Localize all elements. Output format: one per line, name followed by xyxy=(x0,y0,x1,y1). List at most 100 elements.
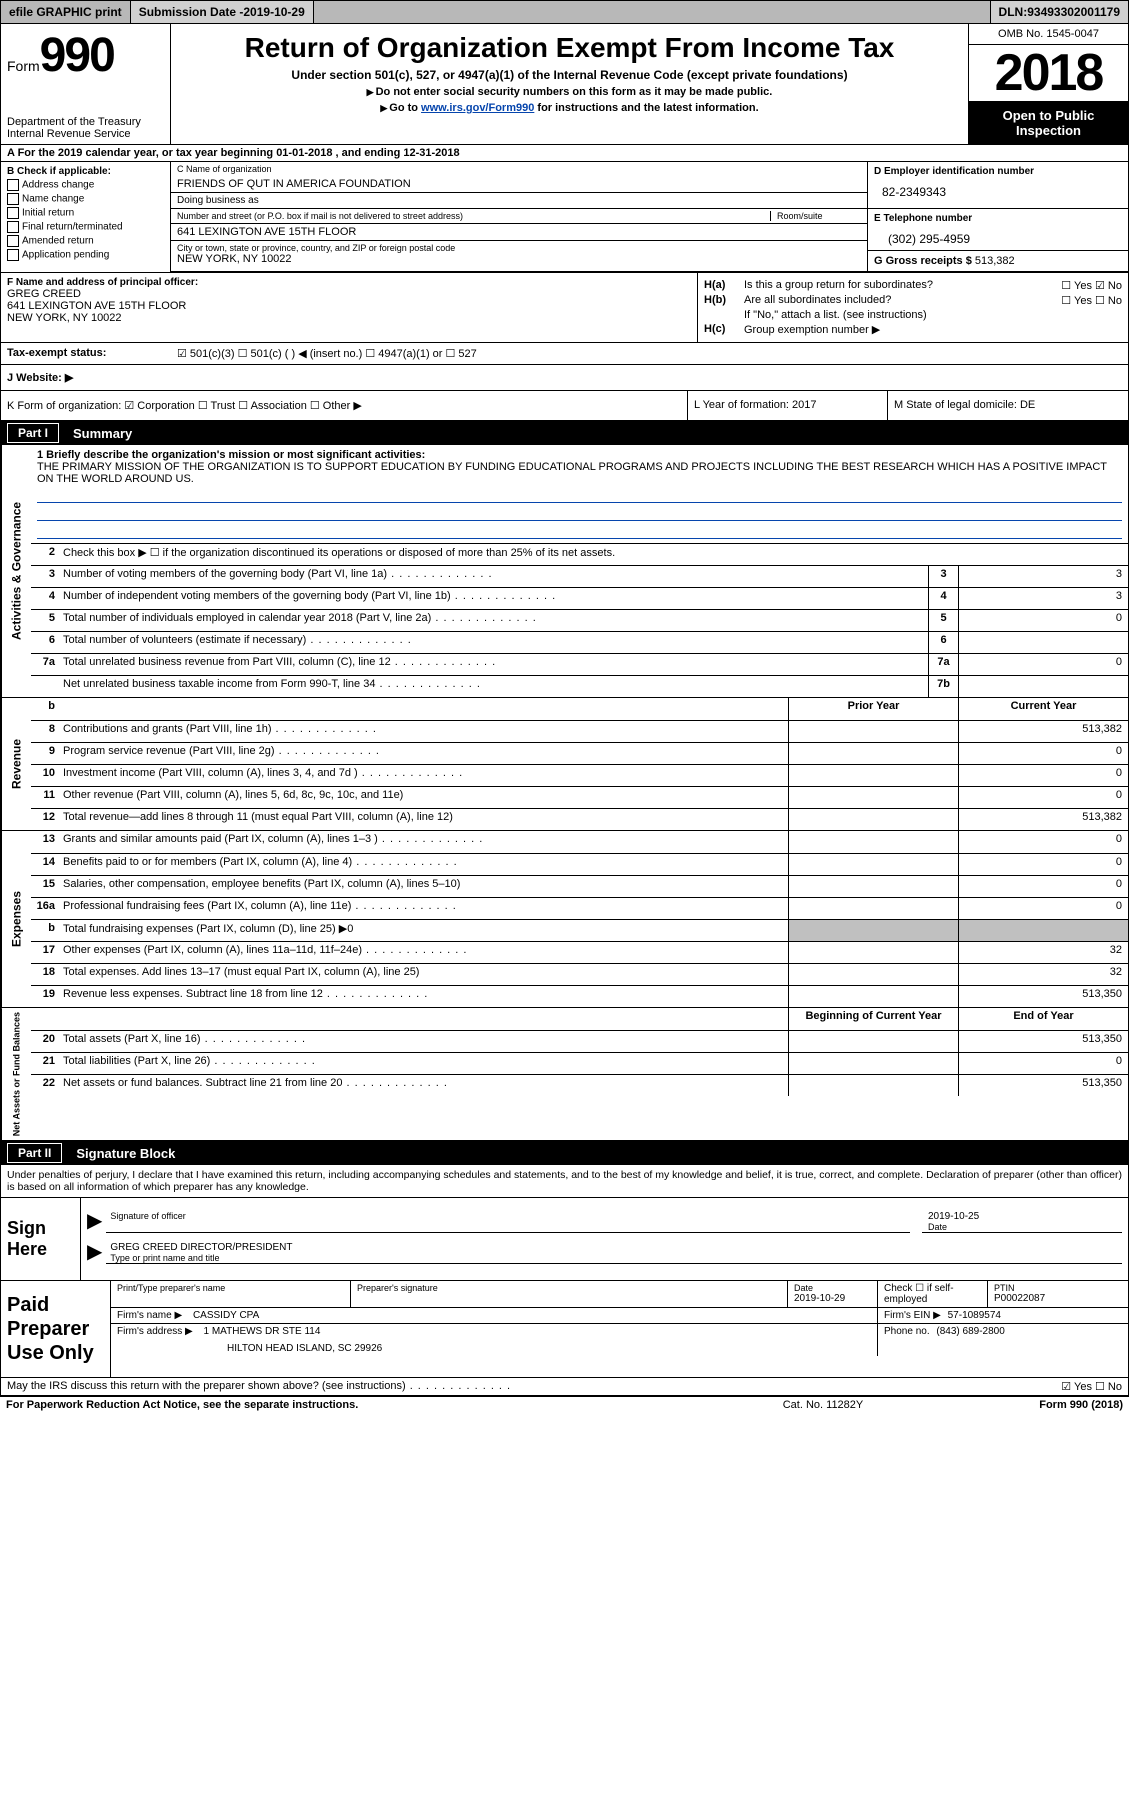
ck-name-change[interactable]: Name change xyxy=(7,193,164,205)
form-title: Return of Organization Exempt From Incom… xyxy=(179,32,960,64)
signature-field[interactable]: Signature of officer xyxy=(106,1211,910,1233)
beg-val xyxy=(788,1031,958,1052)
signature-date-label: Date xyxy=(928,1222,1122,1232)
row-val: 3 xyxy=(958,588,1128,609)
rev-rows: b Prior Year Current Year 8 Contribution… xyxy=(31,698,1128,830)
firm-addr: 1 MATHEWS DR STE 114 xyxy=(204,1326,321,1337)
row-desc: Number of independent voting members of … xyxy=(59,588,928,609)
goto-post: for instructions and the latest informat… xyxy=(534,102,758,114)
row-desc: Other expenses (Part IX, column (A), lin… xyxy=(59,942,788,963)
officer-addr2: NEW YORK, NY 10022 xyxy=(7,312,691,324)
end-val: 513,350 xyxy=(958,1031,1128,1052)
firm-ein-cell: Firm's EIN ▶ 57-1089574 xyxy=(878,1308,1128,1323)
footer-mid: Cat. No. 11282Y xyxy=(723,1399,923,1411)
prior-val xyxy=(788,831,958,853)
row-a-text: A For the 2019 calendar year, or tax yea… xyxy=(7,147,460,159)
mission-text: THE PRIMARY MISSION OF THE ORGANIZATION … xyxy=(37,461,1122,485)
prior-val xyxy=(788,876,958,897)
mission-line xyxy=(37,487,1122,503)
row-num: 18 xyxy=(31,964,59,985)
row-16b: b Total fundraising expenses (Part IX, c… xyxy=(31,919,1128,941)
firm-ein-label: Firm's EIN ▶ xyxy=(884,1310,941,1321)
efile-print-button[interactable]: efile GRAPHIC print xyxy=(1,1,131,23)
open-line1: Open to Public xyxy=(973,108,1124,123)
prep-t1: Paid xyxy=(7,1293,104,1317)
city-label: City or town, state or province, country… xyxy=(177,243,861,253)
prep-date-label: Date xyxy=(794,1283,871,1293)
row-10: 10 Investment income (Part VIII, column … xyxy=(31,764,1128,786)
cd-mid: Number and street (or P.O. box if mail i… xyxy=(171,209,1128,272)
prep-t3: Use Only xyxy=(7,1341,104,1365)
curr-val: 0 xyxy=(958,743,1128,764)
ha-yn[interactable]: ☐ Yes ☑ No xyxy=(1002,279,1122,292)
street-value: 641 LEXINGTON AVE 15TH FLOOR xyxy=(171,224,867,240)
form-word: Form xyxy=(7,58,40,74)
firm-phone: (843) 689-2800 xyxy=(936,1326,1004,1337)
form-number: Form990 xyxy=(7,28,164,83)
hc-label: Group exemption number ▶ xyxy=(744,323,1122,336)
discuss-answer[interactable]: ☑ Yes ☐ No xyxy=(962,1380,1122,1393)
footer-right: Form Form 990 (2018)990 (2018) xyxy=(923,1399,1123,1411)
tax-exempt-opts[interactable]: ☑ 501(c)(3) ☐ 501(c) ( ) ◀ (insert no.) … xyxy=(177,347,477,360)
col-h-group: H(a) Is this a group return for subordin… xyxy=(698,273,1128,342)
beg-val xyxy=(788,1053,958,1074)
vtab-revenue: Revenue xyxy=(1,698,31,830)
row-num: 15 xyxy=(31,876,59,897)
part-2-header: Part II Signature Block xyxy=(1,1141,1128,1165)
na-header-row: Beginning of Current Year End of Year xyxy=(31,1008,1128,1030)
sign-here-text: Sign Here xyxy=(7,1218,74,1260)
ssn-note: Do not enter social security numbers on … xyxy=(179,86,960,98)
row-11: 11 Other revenue (Part VIII, column (A),… xyxy=(31,786,1128,808)
toolbar-spacer xyxy=(314,1,990,23)
firm-name-label: Firm's name ▶ xyxy=(117,1310,182,1321)
prep-selfemp: Check ☐ if self-employed xyxy=(884,1283,981,1305)
form-subtitle: Under section 501(c), 527, or 4947(a)(1)… xyxy=(179,68,960,82)
row-num: 6 xyxy=(31,632,59,653)
prior-val xyxy=(788,854,958,875)
row-num: 19 xyxy=(31,986,59,1007)
tel-label: E Telephone number xyxy=(868,209,1128,228)
row-desc: Total number of volunteers (estimate if … xyxy=(59,632,928,653)
name-line: ▶ GREG CREED DIRECTOR/PRESIDENT Type or … xyxy=(87,1239,1122,1264)
block-fh: F Name and address of principal officer:… xyxy=(1,273,1128,343)
submission-date-label: Submission Date - xyxy=(139,5,244,19)
prep-sig-label: Preparer's signature xyxy=(357,1283,781,1293)
row-18: 18 Total expenses. Add lines 13–17 (must… xyxy=(31,963,1128,985)
prep-date: 2019-10-29 xyxy=(794,1293,871,1304)
curr-val: 0 xyxy=(958,854,1128,875)
ha-label: Is this a group return for subordinates? xyxy=(744,279,1002,292)
ck-amended-return[interactable]: Amended return xyxy=(7,235,164,247)
sign-fields: ▶ Signature of officer 2019-10-25 Date ▶… xyxy=(81,1198,1128,1280)
prep-ptin-cell: PTIN P00022087 xyxy=(988,1281,1128,1307)
curr-val: 32 xyxy=(958,964,1128,985)
discuss-row: May the IRS discuss this return with the… xyxy=(1,1378,1128,1396)
col-k-form-org[interactable]: K Form of organization: ☑ Corporation ☐ … xyxy=(1,391,688,420)
row-3: 3 Number of voting members of the govern… xyxy=(31,565,1128,587)
ck-final-return[interactable]: Final return/terminated xyxy=(7,221,164,233)
officer-name: GREG CREED xyxy=(7,288,691,300)
name-field: GREG CREED DIRECTOR/PRESIDENT Type or pr… xyxy=(106,1242,1122,1264)
prep-selfemp-cell[interactable]: Check ☐ if self-employed xyxy=(878,1281,988,1307)
part-1-title: Summary xyxy=(73,426,132,441)
row-13: 13 Grants and similar amounts paid (Part… xyxy=(31,831,1128,853)
firm-addr-label: Firm's address ▶ xyxy=(117,1326,193,1337)
curr-val: 0 xyxy=(958,898,1128,919)
ck-label: Address change xyxy=(22,180,94,191)
signature-date: 2019-10-25 xyxy=(928,1211,1122,1222)
col-prior-year: Prior Year xyxy=(788,698,958,720)
row-desc xyxy=(59,698,788,720)
hb-note: If "No," attach a list. (see instruction… xyxy=(744,309,927,321)
row-num: 14 xyxy=(31,854,59,875)
col-eg: E Telephone number (302) 295-4959 G Gros… xyxy=(868,209,1128,271)
signature-label: Signature of officer xyxy=(110,1211,910,1221)
row-num: b xyxy=(31,920,59,941)
row-box: 7b xyxy=(928,676,958,697)
ein-label: D Employer identification number xyxy=(868,162,1128,181)
ck-initial-return[interactable]: Initial return xyxy=(7,207,164,219)
irs-link[interactable]: www.irs.gov/Form990 xyxy=(421,102,534,114)
ck-address-change[interactable]: Address change xyxy=(7,179,164,191)
ck-application-pending[interactable]: Application pending xyxy=(7,249,164,261)
hb-yn[interactable]: ☐ Yes ☐ No xyxy=(1002,294,1122,307)
row-16a: 16a Professional fundraising fees (Part … xyxy=(31,897,1128,919)
street-label: Number and street (or P.O. box if mail i… xyxy=(177,211,771,221)
